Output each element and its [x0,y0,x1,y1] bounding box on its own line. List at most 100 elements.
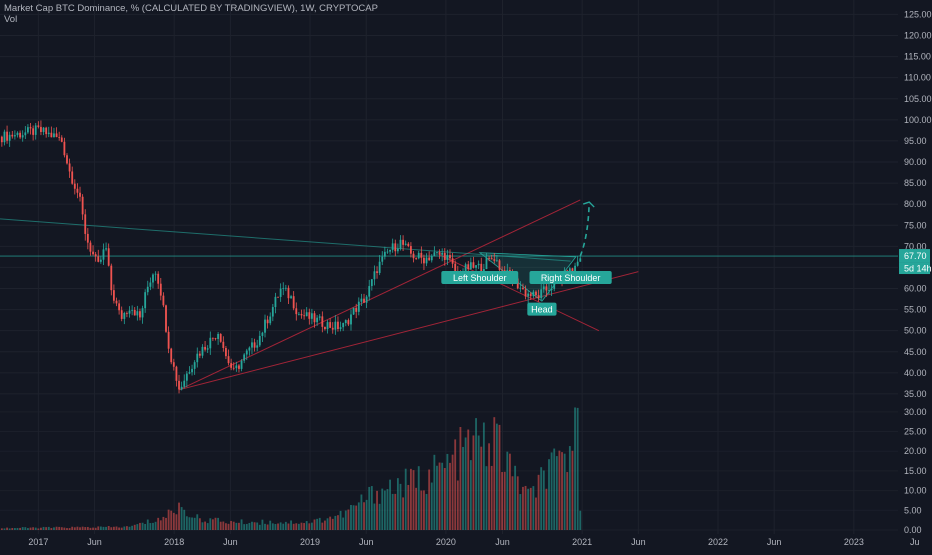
volume-tick-label: 0.00 [904,525,922,535]
volume-bar [126,526,128,530]
volume-bar [490,465,493,530]
candle-body [480,263,483,272]
volume-bar [188,517,191,530]
candle-body [172,362,175,367]
candle-body [128,310,131,314]
pattern-label-right-shoulder: Right Shoulder [541,273,601,283]
volume-bar [146,519,149,530]
candle-body [89,242,92,252]
candle-body [165,305,167,332]
volume-bar [503,471,506,530]
candle-body [493,259,496,261]
volume-bar [157,517,160,530]
volume-bar [360,494,363,530]
volume-bar [441,462,444,530]
candle-body [240,360,243,369]
volume-bar [266,524,269,530]
volume-bar [214,517,217,530]
candle-body [535,291,537,296]
volume-bar [45,527,48,530]
time-axis-label: Jun [767,537,782,547]
volume-bar [183,509,186,530]
volume-bar [269,520,272,530]
volume-bar [66,528,68,530]
volume-bar [264,523,266,530]
volume-tick-label: 20.00 [904,446,927,456]
candle-body [326,322,329,330]
candle-body [178,380,180,390]
volume-bar [230,520,233,530]
candle-body [451,258,454,264]
candle-body [24,132,27,136]
volume-bar [475,418,477,530]
volume-bar [209,518,212,530]
candle-body [206,348,209,350]
candle-body [415,258,418,259]
price-axis-bg [898,0,932,550]
candle-body [94,254,97,257]
volume-bar [219,521,222,530]
volume-bar [540,467,543,530]
volume-bar [243,524,246,530]
trendline[interactable] [179,199,581,391]
candle-body [159,283,162,296]
candle-body [274,296,277,308]
time-axis-label: Ju [910,537,920,547]
volume-bar [318,517,321,530]
volume-bar [240,519,243,530]
volume-bar [256,522,259,530]
price-tick-label: 90.00 [904,157,927,167]
volume-bar [277,523,279,530]
candle-body [579,258,582,262]
candle-body [8,134,11,141]
time-axis-label: 2018 [164,537,184,547]
time-axis-label: 2020 [436,537,456,547]
volume-bar [86,526,89,530]
volume-bar [152,522,154,530]
candle-body [454,263,457,272]
volume-bar [498,424,501,530]
candle-body [365,296,368,303]
candle-body [571,268,574,273]
volume-bar [60,527,63,530]
countdown-tag [899,262,930,275]
candle-body [449,255,451,259]
volume-bar [128,526,131,530]
volume-bar [287,523,290,530]
candle-body [42,127,45,133]
candle-body [436,252,438,253]
candle-body [464,264,467,273]
candle-body [185,373,188,381]
volume-bar [316,518,319,530]
candle-body [76,188,79,193]
candle-body [157,273,160,284]
candle-body [214,338,217,339]
candle-body [146,286,149,293]
volume-bar [24,527,27,530]
volume-bar [165,517,167,530]
last-price-tag[interactable] [899,249,930,263]
volume-bar [396,478,399,530]
volume-bar [222,521,225,530]
price-tick-label: 55.00 [904,305,927,315]
volume-bar [198,518,201,530]
trendline[interactable] [179,271,639,391]
volume-label: Vol [4,14,18,25]
volume-bar [27,528,29,530]
time-axis-bg [0,534,932,550]
candle-body [542,286,545,290]
time-axis-label: Jun [495,537,510,547]
candle-body [118,303,121,311]
volume-bar [290,520,292,530]
volume-bar [99,526,102,530]
candle-body [107,248,110,266]
candle-body [34,125,37,135]
projection-line[interactable] [579,202,590,257]
volume-bar [410,468,412,530]
pattern-label-bg [527,302,557,316]
volume-bar [94,527,97,530]
trendline[interactable] [0,218,571,262]
volume-bar [462,446,464,530]
